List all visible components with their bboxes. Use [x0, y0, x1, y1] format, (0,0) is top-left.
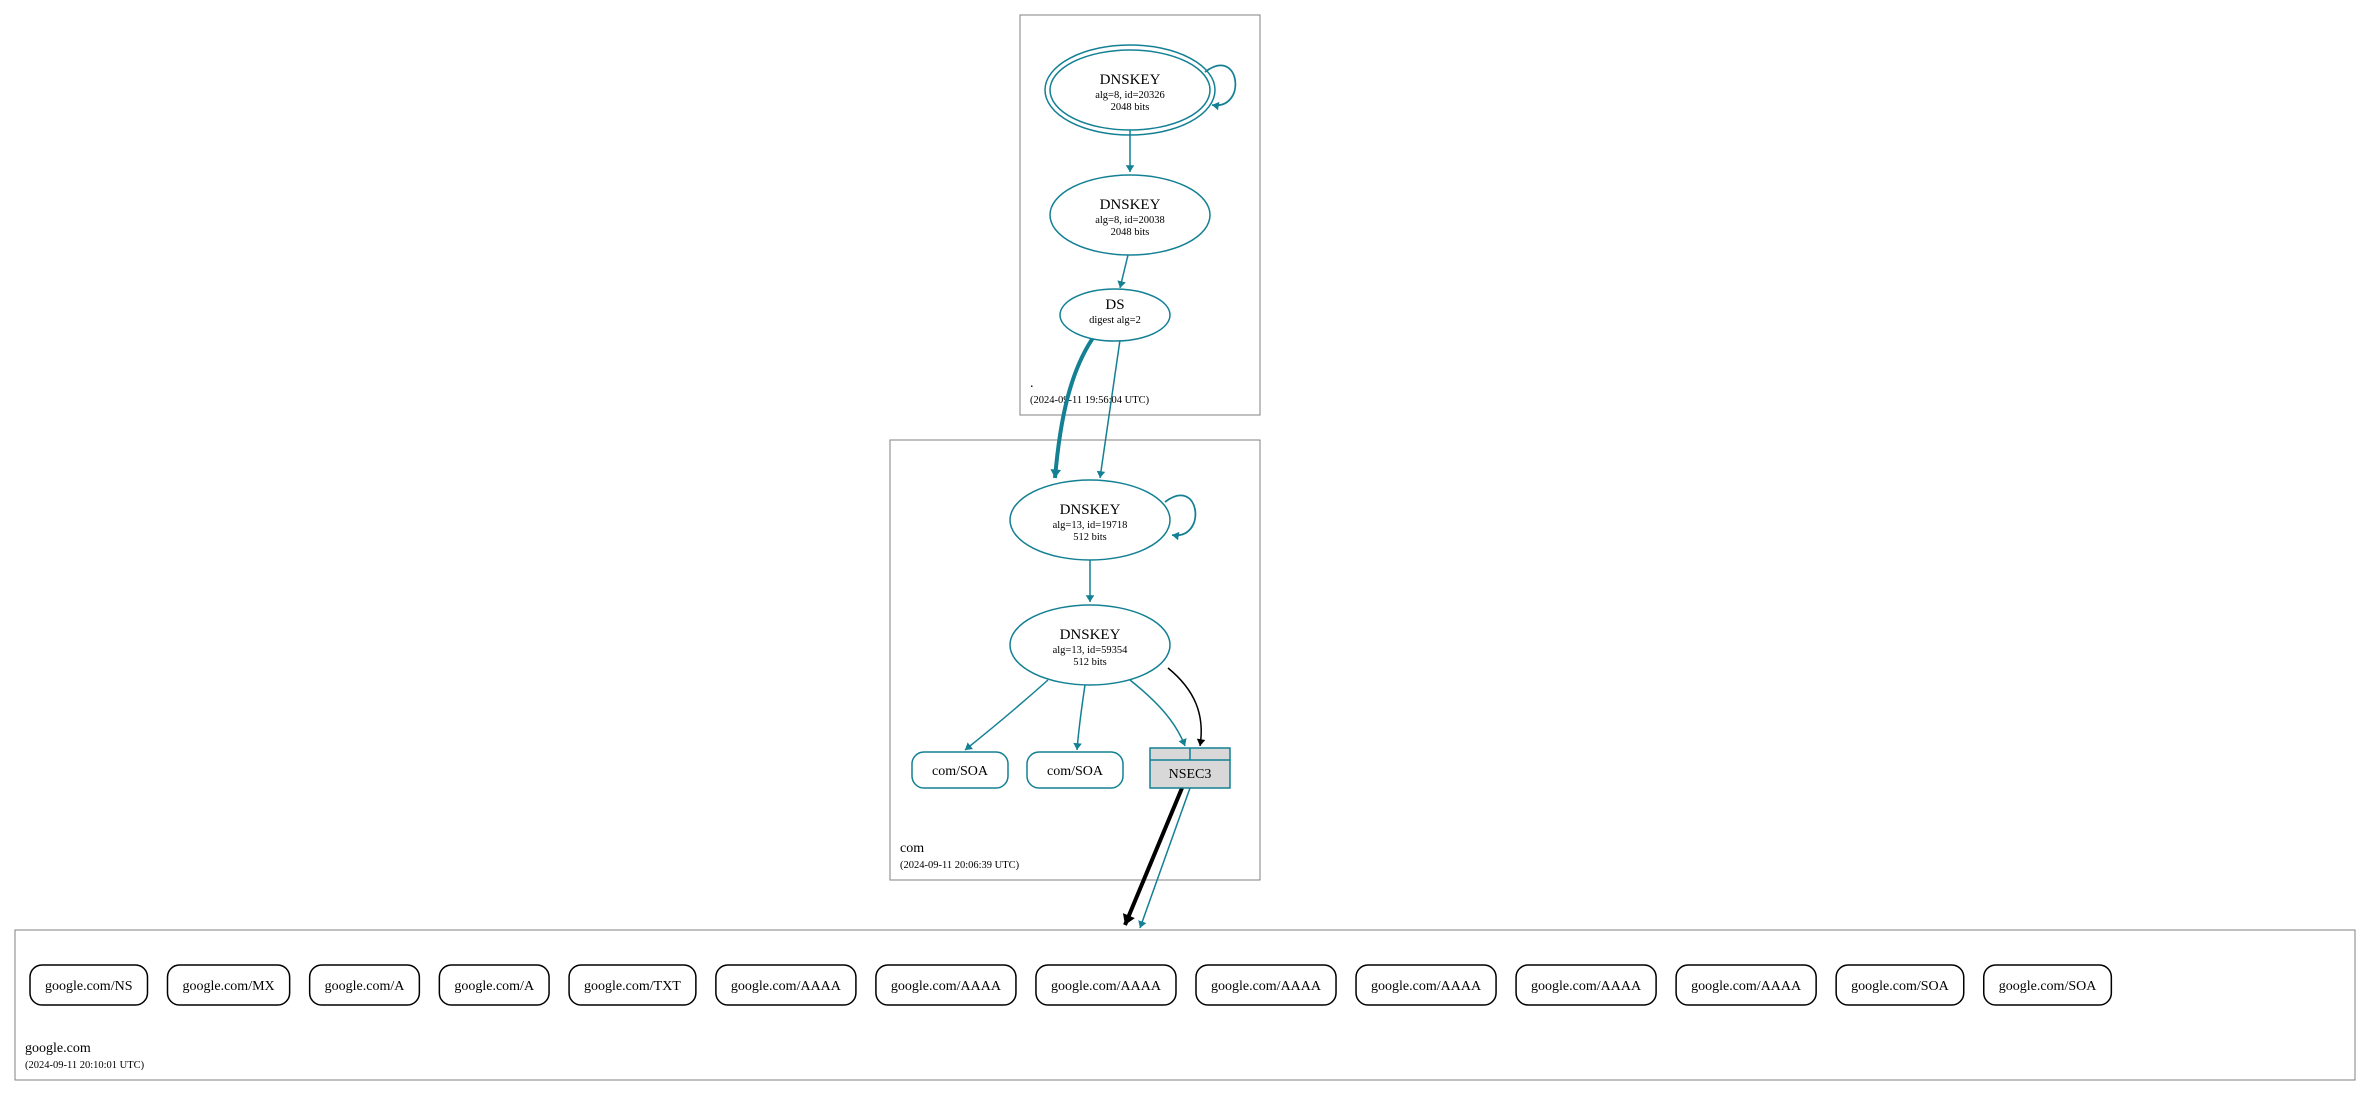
svg-text:google.com/AAAA: google.com/AAAA	[731, 979, 842, 994]
svg-text:com/SOA: com/SOA	[932, 764, 989, 779]
svg-text:google.com/SOA: google.com/SOA	[1999, 979, 2097, 994]
svg-text:alg=8, id=20038: alg=8, id=20038	[1095, 215, 1165, 226]
svg-text:google.com/AAAA: google.com/AAAA	[1051, 979, 1162, 994]
node-nsec3: NSEC3	[1150, 748, 1230, 788]
zone-label-google: google.com	[25, 1041, 91, 1056]
rrset-1: google.com/MX	[167, 965, 289, 1005]
node-com-soa-1: com/SOA	[912, 752, 1008, 788]
svg-text:google.com/AAAA: google.com/AAAA	[1211, 979, 1322, 994]
edge-curve	[1077, 685, 1085, 750]
svg-text:google.com/AAAA: google.com/AAAA	[1371, 979, 1482, 994]
node-com-zsk: DNSKEY alg=13, id=59354512 bits	[1010, 605, 1170, 685]
node-root-ds: DS digest alg=2	[1060, 289, 1170, 341]
svg-text:google.com/AAAA: google.com/AAAA	[891, 979, 1002, 994]
svg-text:alg=13, id=19718: alg=13, id=19718	[1053, 520, 1128, 531]
svg-text:google.com/TXT: google.com/TXT	[584, 979, 681, 994]
svg-text:alg=8, id=20326: alg=8, id=20326	[1095, 90, 1165, 101]
svg-text:512 bits: 512 bits	[1073, 532, 1107, 543]
svg-text:google.com/AAAA: google.com/AAAA	[1531, 979, 1642, 994]
node-com-soa-2: com/SOA	[1027, 752, 1123, 788]
svg-text:DNSKEY: DNSKEY	[1060, 627, 1121, 643]
svg-text:DS: DS	[1105, 297, 1124, 313]
svg-text:google.com/NS: google.com/NS	[45, 979, 133, 994]
svg-text:google.com/AAAA: google.com/AAAA	[1691, 979, 1802, 994]
rrset-9: google.com/AAAA	[1356, 965, 1496, 1005]
edge-curve	[1055, 335, 1095, 478]
zone-timestamp-root: (2024-09-11 19:56:04 UTC)	[1030, 395, 1150, 406]
edge-curve	[1168, 668, 1201, 746]
svg-text:DNSKEY: DNSKEY	[1060, 502, 1121, 518]
svg-text:2048 bits: 2048 bits	[1111, 227, 1150, 238]
node-com-ksk: DNSKEY alg=13, id=19718512 bits	[1010, 480, 1170, 560]
svg-text:google.com/SOA: google.com/SOA	[1851, 979, 1949, 994]
edge-curve	[1130, 680, 1185, 746]
rrset-2: google.com/A	[310, 965, 420, 1005]
rrset-11: google.com/AAAA	[1676, 965, 1816, 1005]
svg-text:2048 bits: 2048 bits	[1111, 102, 1150, 113]
edge	[1100, 340, 1120, 478]
zone-label-com: com	[900, 841, 924, 856]
edge	[1140, 788, 1190, 928]
zone-timestamp-com: (2024-09-11 20:06:39 UTC)	[900, 860, 1020, 871]
zone-timestamp-google: (2024-09-11 20:10:01 UTC)	[25, 1060, 145, 1071]
rrset-4: google.com/TXT	[569, 965, 696, 1005]
rrset-8: google.com/AAAA	[1196, 965, 1336, 1005]
zone-label-root: .	[1030, 376, 1034, 391]
rrset-3: google.com/A	[439, 965, 549, 1005]
svg-text:google.com/MX: google.com/MX	[182, 979, 274, 994]
rrset-7: google.com/AAAA	[1036, 965, 1176, 1005]
node-root-ksk: DNSKEY alg=8, id=203262048 bits	[1045, 45, 1215, 135]
svg-text:alg=13, id=59354: alg=13, id=59354	[1053, 645, 1129, 656]
rrset-13: google.com/SOA	[1984, 965, 2112, 1005]
rrset-5: google.com/AAAA	[716, 965, 856, 1005]
rrset-6: google.com/AAAA	[876, 965, 1016, 1005]
svg-text:DNSKEY: DNSKEY	[1100, 197, 1161, 213]
rrset-10: google.com/AAAA	[1516, 965, 1656, 1005]
svg-text:google.com/A: google.com/A	[454, 979, 535, 994]
svg-text:DNSKEY: DNSKEY	[1100, 72, 1161, 88]
rrset-12: google.com/SOA	[1836, 965, 1964, 1005]
svg-text:NSEC3: NSEC3	[1169, 767, 1212, 782]
rrset-0: google.com/NS	[30, 965, 147, 1005]
edge-curve	[965, 680, 1048, 750]
svg-text:google.com/A: google.com/A	[325, 979, 406, 994]
node-root-zsk: DNSKEY alg=8, id=200382048 bits	[1050, 175, 1210, 255]
edge	[1125, 788, 1182, 925]
svg-text:512 bits: 512 bits	[1073, 657, 1107, 668]
svg-text:com/SOA: com/SOA	[1047, 764, 1104, 779]
svg-text:digest alg=2: digest alg=2	[1089, 315, 1141, 326]
